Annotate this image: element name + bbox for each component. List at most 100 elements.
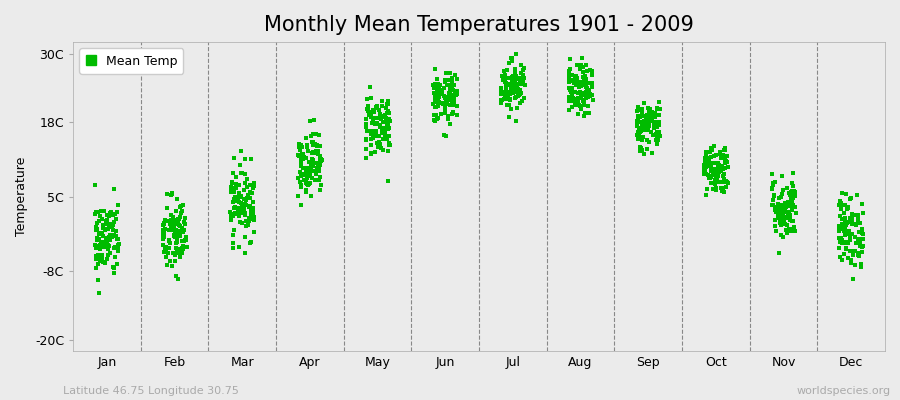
- Point: [241, 215, 256, 222]
- Point: [580, 68, 594, 74]
- Point: [767, 191, 781, 198]
- Point: [310, 165, 324, 172]
- Point: [508, 94, 522, 101]
- Point: [445, 97, 459, 103]
- Point: [307, 117, 321, 123]
- Point: [712, 169, 726, 176]
- Point: [844, 212, 859, 218]
- Point: [100, 241, 114, 248]
- Point: [573, 106, 588, 112]
- Point: [844, 195, 859, 201]
- Point: [382, 108, 396, 114]
- Point: [95, 222, 110, 228]
- Point: [382, 133, 396, 140]
- Point: [170, 249, 184, 255]
- Point: [644, 109, 659, 115]
- Point: [102, 213, 116, 220]
- Point: [581, 90, 596, 96]
- Point: [229, 180, 243, 187]
- Point: [508, 93, 523, 100]
- Point: [631, 136, 645, 142]
- Point: [158, 246, 172, 252]
- Point: [312, 162, 327, 168]
- Point: [372, 139, 386, 145]
- Point: [502, 60, 517, 66]
- Point: [571, 90, 585, 96]
- Point: [224, 213, 238, 220]
- Point: [783, 192, 797, 199]
- Point: [496, 76, 510, 83]
- Point: [579, 76, 593, 82]
- Point: [782, 209, 796, 216]
- Point: [631, 117, 645, 124]
- Point: [238, 249, 252, 256]
- Point: [698, 155, 713, 161]
- Point: [782, 217, 796, 223]
- Point: [104, 208, 118, 215]
- Point: [567, 89, 581, 96]
- Point: [509, 83, 524, 89]
- Point: [562, 72, 577, 78]
- Point: [775, 202, 789, 208]
- Point: [446, 78, 460, 84]
- Point: [583, 91, 598, 98]
- Point: [291, 152, 305, 158]
- Point: [515, 80, 529, 86]
- Point: [850, 236, 865, 242]
- Point: [783, 212, 797, 218]
- Point: [577, 100, 591, 107]
- Point: [710, 170, 724, 176]
- Point: [94, 208, 108, 214]
- Point: [850, 192, 864, 198]
- Point: [303, 172, 318, 178]
- Point: [711, 170, 725, 176]
- Point: [446, 102, 461, 108]
- Point: [706, 186, 720, 192]
- Point: [646, 132, 661, 138]
- Point: [238, 171, 252, 178]
- Point: [578, 72, 592, 79]
- Point: [293, 170, 308, 177]
- Point: [435, 91, 449, 97]
- Point: [242, 204, 256, 210]
- Point: [365, 116, 380, 122]
- Point: [106, 219, 121, 225]
- Point: [853, 229, 868, 236]
- Point: [708, 177, 723, 184]
- Point: [784, 197, 798, 204]
- Point: [309, 131, 323, 138]
- Point: [292, 141, 307, 147]
- Point: [438, 106, 453, 112]
- Point: [366, 128, 381, 135]
- Point: [778, 209, 793, 216]
- Point: [832, 224, 847, 231]
- Point: [443, 84, 457, 90]
- Point: [359, 136, 374, 142]
- Point: [104, 211, 118, 217]
- Point: [159, 244, 174, 250]
- Point: [430, 76, 445, 82]
- Point: [852, 253, 867, 259]
- Point: [228, 196, 242, 202]
- Point: [649, 129, 663, 136]
- Point: [173, 254, 187, 260]
- Point: [378, 115, 392, 122]
- Point: [164, 212, 178, 218]
- Point: [248, 182, 262, 189]
- Point: [507, 87, 521, 94]
- Point: [564, 89, 579, 96]
- Point: [835, 221, 850, 228]
- Point: [226, 212, 240, 219]
- Point: [642, 111, 656, 117]
- Point: [94, 239, 108, 246]
- Point: [576, 112, 590, 119]
- Point: [778, 221, 793, 227]
- Point: [709, 160, 724, 166]
- Point: [710, 160, 724, 166]
- Point: [506, 73, 520, 80]
- Point: [299, 135, 313, 141]
- Point: [647, 119, 662, 125]
- Point: [360, 106, 374, 112]
- Point: [640, 115, 654, 122]
- Point: [514, 90, 528, 96]
